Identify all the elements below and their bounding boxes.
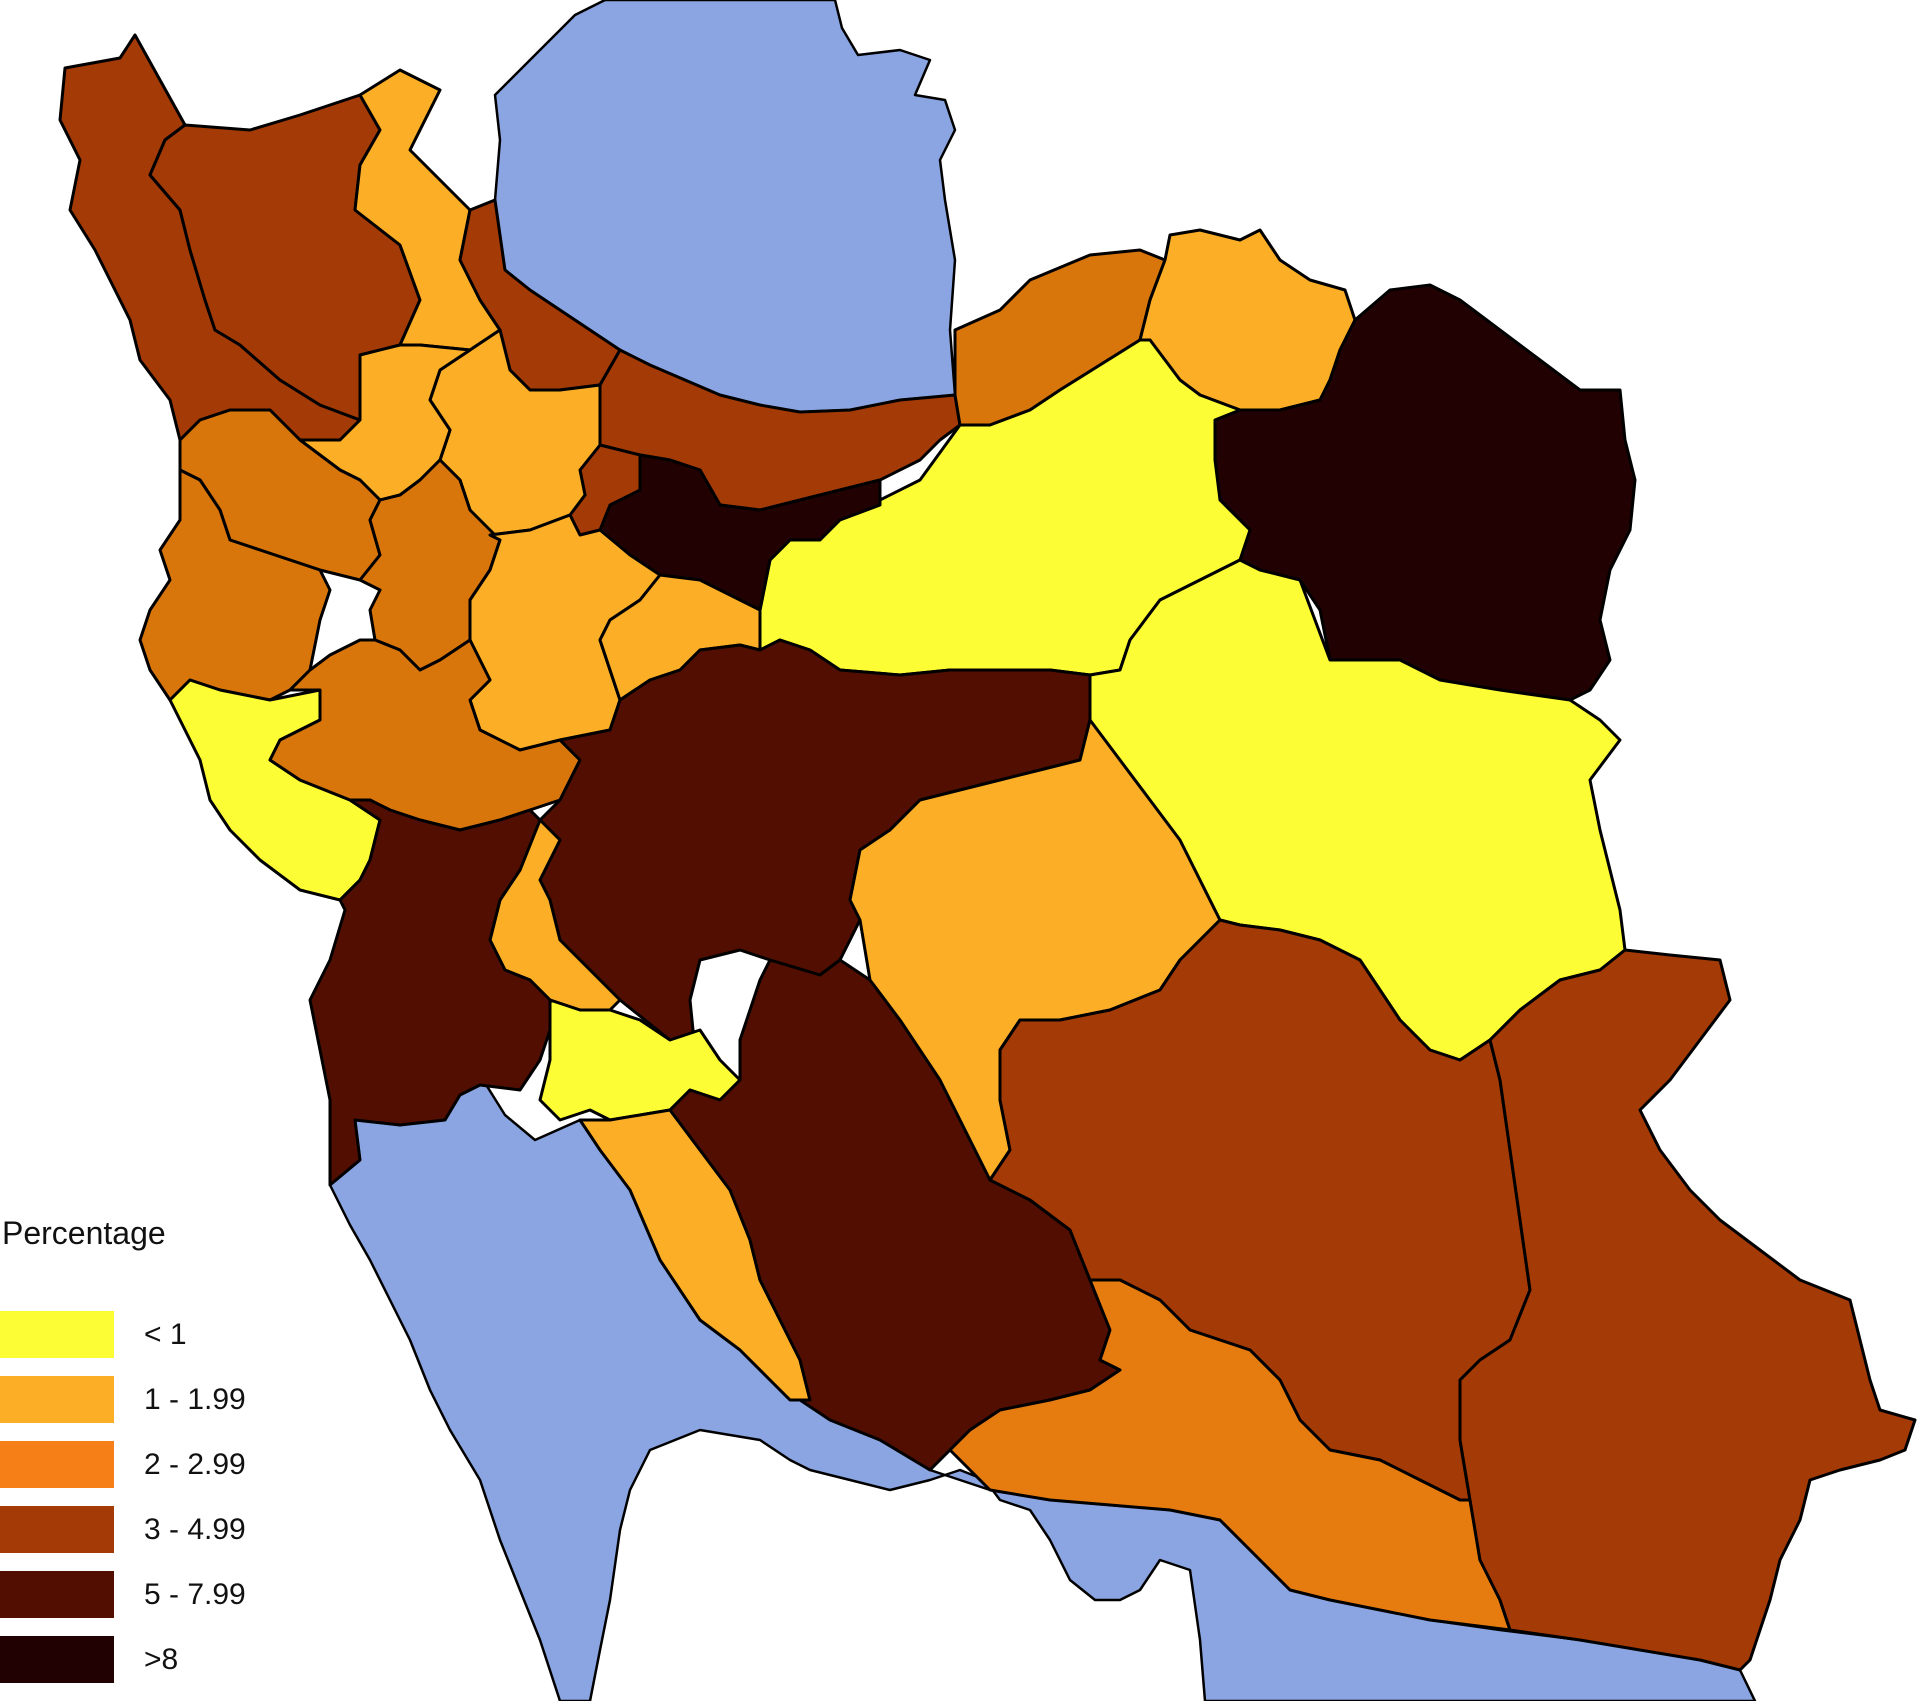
- legend-item: < 1: [0, 1302, 400, 1367]
- region-hormozgan: [948, 1278, 1512, 1632]
- region-khuzestan: [308, 798, 552, 1187]
- region-sistan-baluchestan: [1458, 948, 1917, 1672]
- legend-item: 5 - 7.99: [0, 1562, 400, 1627]
- legend-label: < 1: [144, 1317, 187, 1351]
- legend-swatch: [0, 1571, 114, 1618]
- legend-swatch: [0, 1506, 114, 1553]
- legend-label: 1 - 1.99: [144, 1382, 246, 1416]
- legend-item: >8: [0, 1627, 400, 1692]
- legend-label: 5 - 7.99: [144, 1577, 246, 1611]
- legend-swatch: [0, 1636, 114, 1683]
- region-kermanshah: [138, 468, 332, 702]
- legend-swatch: [0, 1311, 114, 1358]
- legend-label: 3 - 4.99: [144, 1512, 246, 1546]
- legend-item: 1 - 1.99: [0, 1367, 400, 1432]
- legend-swatch: [0, 1441, 114, 1488]
- legend-swatch: [0, 1376, 114, 1423]
- legend-title: Percentage: [2, 1215, 166, 1251]
- legend-label: >8: [144, 1642, 179, 1676]
- legend-item: 3 - 4.99: [0, 1497, 400, 1562]
- legend-item: 2 - 2.99: [0, 1432, 400, 1497]
- map-legend: Percentage < 1 1 - 1.99 2 - 2.99 3 - 4.9…: [0, 1215, 400, 1692]
- legend-label: 2 - 2.99: [144, 1447, 246, 1481]
